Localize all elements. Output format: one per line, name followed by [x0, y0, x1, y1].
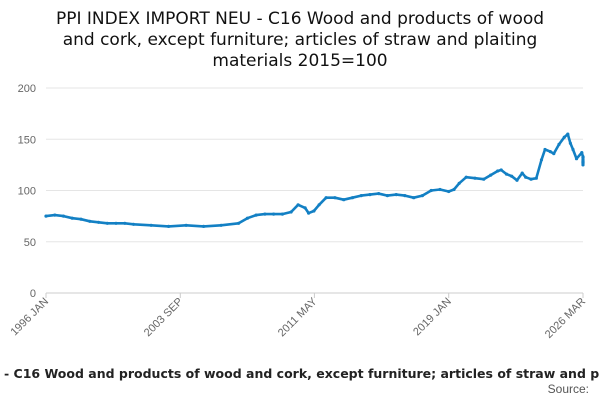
data-point — [403, 194, 407, 198]
data-point — [307, 211, 311, 215]
data-point — [254, 213, 258, 217]
chart-title-line-3: materials 2015=100 — [212, 51, 387, 71]
data-point — [580, 151, 584, 155]
y-axis-ticks: 0 50 100 150 200 — [18, 83, 36, 300]
legend-series-label: - C16 Wood and products of wood and cork… — [4, 366, 600, 381]
data-point — [88, 219, 92, 223]
data-point — [504, 172, 509, 176]
chart-title: PPI INDEX IMPORT NEU - C16 Wood and prod… — [56, 9, 544, 71]
data-point — [324, 196, 328, 200]
data-point — [412, 196, 416, 200]
data-point — [581, 156, 585, 160]
data-point — [457, 181, 461, 185]
data-point — [520, 171, 524, 175]
data-point — [79, 217, 83, 221]
data-point — [96, 220, 101, 224]
data-point — [131, 222, 136, 226]
data-point — [464, 175, 468, 179]
data-point — [296, 203, 300, 207]
data-point — [105, 221, 109, 225]
data-point — [342, 198, 346, 202]
data-point — [350, 196, 354, 200]
y-tick-label: 200 — [18, 83, 36, 95]
data-point — [566, 132, 570, 136]
data-point — [489, 173, 493, 177]
data-point — [394, 193, 398, 197]
data-point — [581, 159, 585, 163]
data-point — [317, 203, 321, 207]
data-point — [568, 141, 573, 145]
data-point — [552, 152, 556, 156]
data-point — [385, 194, 389, 198]
data-point — [420, 194, 424, 198]
x-tick-label: 2011 MAY — [276, 295, 320, 339]
data-point — [515, 178, 519, 182]
series-layer — [44, 132, 585, 228]
source-label: Source: — [548, 382, 589, 396]
data-point — [574, 157, 579, 161]
data-point — [377, 192, 381, 196]
data-point — [289, 210, 293, 214]
chart-title-line-1: PPI INDEX IMPORT NEU - C16 Wood and prod… — [56, 9, 544, 29]
data-point — [167, 224, 171, 228]
data-point — [524, 175, 528, 179]
data-point — [452, 187, 456, 192]
data-point — [438, 187, 442, 192]
data-point — [429, 188, 433, 193]
data-point — [499, 168, 503, 172]
data-point — [562, 135, 566, 139]
data-point — [280, 212, 284, 216]
data-point — [123, 221, 127, 225]
chart-title-line-2: and cork, except furniture; articles of … — [63, 30, 538, 50]
data-point — [70, 216, 74, 220]
data-point — [529, 177, 533, 181]
data-point — [44, 214, 48, 218]
data-point — [447, 189, 451, 194]
data-point — [557, 142, 561, 146]
data-point — [333, 196, 337, 200]
data-point — [303, 206, 307, 210]
x-tick-label: 2026 MAR — [543, 296, 588, 341]
data-point — [272, 212, 276, 216]
y-tick-label: 100 — [18, 186, 36, 198]
y-tick-label: 0 — [30, 288, 36, 300]
data-point — [61, 214, 66, 218]
gridlines — [46, 87, 583, 243]
y-tick-label: 150 — [18, 134, 36, 146]
legend: - C16 Wood and products of wood and cork… — [4, 366, 600, 381]
data-point — [202, 224, 206, 228]
data-point — [473, 176, 477, 180]
y-tick-label: 50 — [24, 237, 36, 249]
data-point — [263, 212, 267, 216]
data-point — [312, 209, 316, 213]
data-point — [184, 223, 188, 227]
data-point — [149, 223, 153, 227]
x-tick-label: 2003 SEP — [142, 296, 186, 340]
data-point — [539, 158, 544, 162]
data-point — [359, 194, 363, 198]
data-point — [571, 147, 575, 152]
data-point — [368, 193, 372, 197]
data-point — [237, 221, 241, 225]
data-point — [114, 221, 118, 225]
data-point — [245, 216, 249, 220]
data-point — [482, 177, 486, 181]
x-axis-ticks: 1996 JAN 2003 SEP 2011 MAY 2019 JAN 2026 MAR — [8, 293, 588, 341]
data-point — [219, 223, 223, 227]
data-point — [534, 176, 538, 180]
series-line — [44, 132, 585, 228]
data-point — [543, 147, 547, 152]
data-point — [548, 150, 552, 154]
data-point — [510, 174, 514, 178]
x-tick-label: 2019 JAN — [411, 296, 454, 339]
x-tick-label: 1996 JAN — [8, 296, 51, 339]
data-point — [53, 213, 57, 217]
data-point — [496, 169, 500, 173]
